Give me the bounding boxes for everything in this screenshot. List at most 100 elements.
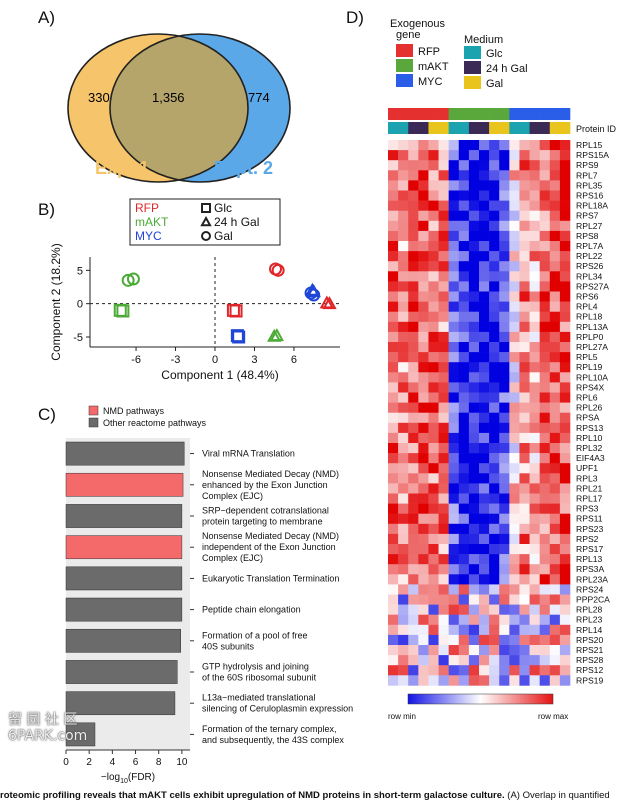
heat-cell	[408, 533, 419, 545]
heat-cell	[408, 170, 419, 181]
heat-cell	[388, 483, 399, 494]
heat-cell	[398, 624, 409, 636]
heat-cell	[408, 634, 419, 646]
heat-cell	[398, 422, 409, 434]
heat-cell	[549, 554, 561, 565]
heat-cell	[438, 574, 449, 585]
heat-cell	[479, 210, 490, 222]
heat-cell	[428, 150, 439, 161]
heat-gene-annotation-cell	[539, 108, 551, 120]
heat-cell	[428, 402, 439, 413]
heat-medium-annotation-cell	[499, 122, 510, 134]
heat-cell	[398, 392, 409, 403]
heat-gene-annotation-cell	[529, 108, 540, 120]
heat-cell	[489, 604, 500, 615]
heat-cell	[418, 251, 429, 262]
heat-cell	[479, 321, 490, 333]
heat-cell	[499, 463, 510, 474]
heat-cell	[539, 150, 551, 161]
heat-cell	[499, 513, 510, 525]
heat-cell	[479, 180, 490, 191]
heat-cell	[529, 372, 540, 383]
legend-medium-label: 24 h Gal	[214, 215, 259, 229]
heat-cell	[549, 645, 561, 656]
heat-cell	[519, 342, 530, 353]
heat-cell	[448, 473, 460, 484]
bar-other	[65, 597, 183, 622]
heat-cell	[479, 493, 490, 504]
heat-cell	[418, 402, 429, 413]
heat-cell	[509, 271, 520, 282]
heat-cell	[418, 352, 429, 363]
heat-cell	[479, 170, 490, 181]
heat-cell	[559, 261, 571, 272]
heat-cell	[529, 241, 540, 252]
heat-cell	[438, 402, 449, 413]
heat-cell	[398, 675, 409, 686]
heat-cell	[468, 402, 480, 413]
heat-cell	[529, 180, 540, 191]
heat-cell	[438, 463, 449, 474]
heat-cell	[509, 533, 520, 545]
bar-other	[65, 722, 96, 747]
heat-cell	[458, 473, 470, 484]
heat-cell	[549, 281, 561, 292]
heat-cell	[539, 291, 551, 302]
heat-cell	[428, 604, 439, 615]
heat-cell	[549, 170, 561, 181]
heat-cell	[398, 311, 409, 323]
heat-cell	[448, 564, 460, 575]
heat-cell	[438, 220, 449, 232]
heat-cell	[489, 523, 500, 535]
heat-cell	[529, 634, 540, 646]
heat-row-label: RPL18A	[576, 201, 608, 211]
heat-cell	[458, 180, 470, 191]
heat-medium-annotation-cell	[468, 122, 480, 134]
heat-cell	[468, 352, 480, 363]
heat-cell	[499, 655, 510, 666]
heat-cell	[559, 220, 571, 232]
heat-cell	[559, 513, 571, 525]
heat-cell	[398, 645, 409, 656]
heat-cell	[448, 574, 460, 585]
heat-cell	[418, 645, 429, 656]
heat-cell	[499, 180, 510, 191]
heat-row-label: RPSA	[576, 413, 600, 423]
heat-cell	[458, 140, 470, 151]
heat-cell	[479, 190, 490, 201]
heat-cell	[448, 352, 460, 363]
heat-cell	[509, 544, 520, 555]
heat-cell	[418, 523, 429, 535]
heat-cell	[418, 665, 429, 676]
heat-cell	[559, 544, 571, 555]
heat-cell	[489, 634, 500, 646]
heat-cell	[489, 271, 500, 282]
heat-cell	[539, 301, 551, 312]
heat-cell	[408, 604, 419, 615]
heat-cell	[509, 352, 520, 363]
heat-cell	[468, 210, 480, 222]
heat-cell	[489, 170, 500, 181]
heat-cell	[539, 675, 551, 686]
heat-cell	[479, 604, 490, 615]
heat-cell	[529, 362, 540, 373]
heat-cell	[418, 210, 429, 222]
heat-cell	[408, 190, 419, 201]
heat-cell	[468, 564, 480, 575]
heat-cell	[559, 422, 571, 434]
heat-cell	[468, 261, 480, 272]
heat-cell	[529, 200, 540, 211]
heat-cell	[428, 190, 439, 201]
heat-cell	[519, 150, 530, 161]
heat-row-label: RPS8	[576, 231, 599, 241]
heat-cell	[499, 594, 510, 605]
heat-cell	[438, 513, 449, 525]
heat-cell	[398, 271, 409, 282]
heat-cell	[529, 412, 540, 424]
heat-cell	[428, 352, 439, 363]
heat-cell	[468, 513, 480, 525]
heat-cell	[408, 150, 419, 161]
heat-cell	[529, 463, 540, 474]
heat-cell	[539, 493, 551, 504]
heat-cell	[559, 311, 571, 323]
